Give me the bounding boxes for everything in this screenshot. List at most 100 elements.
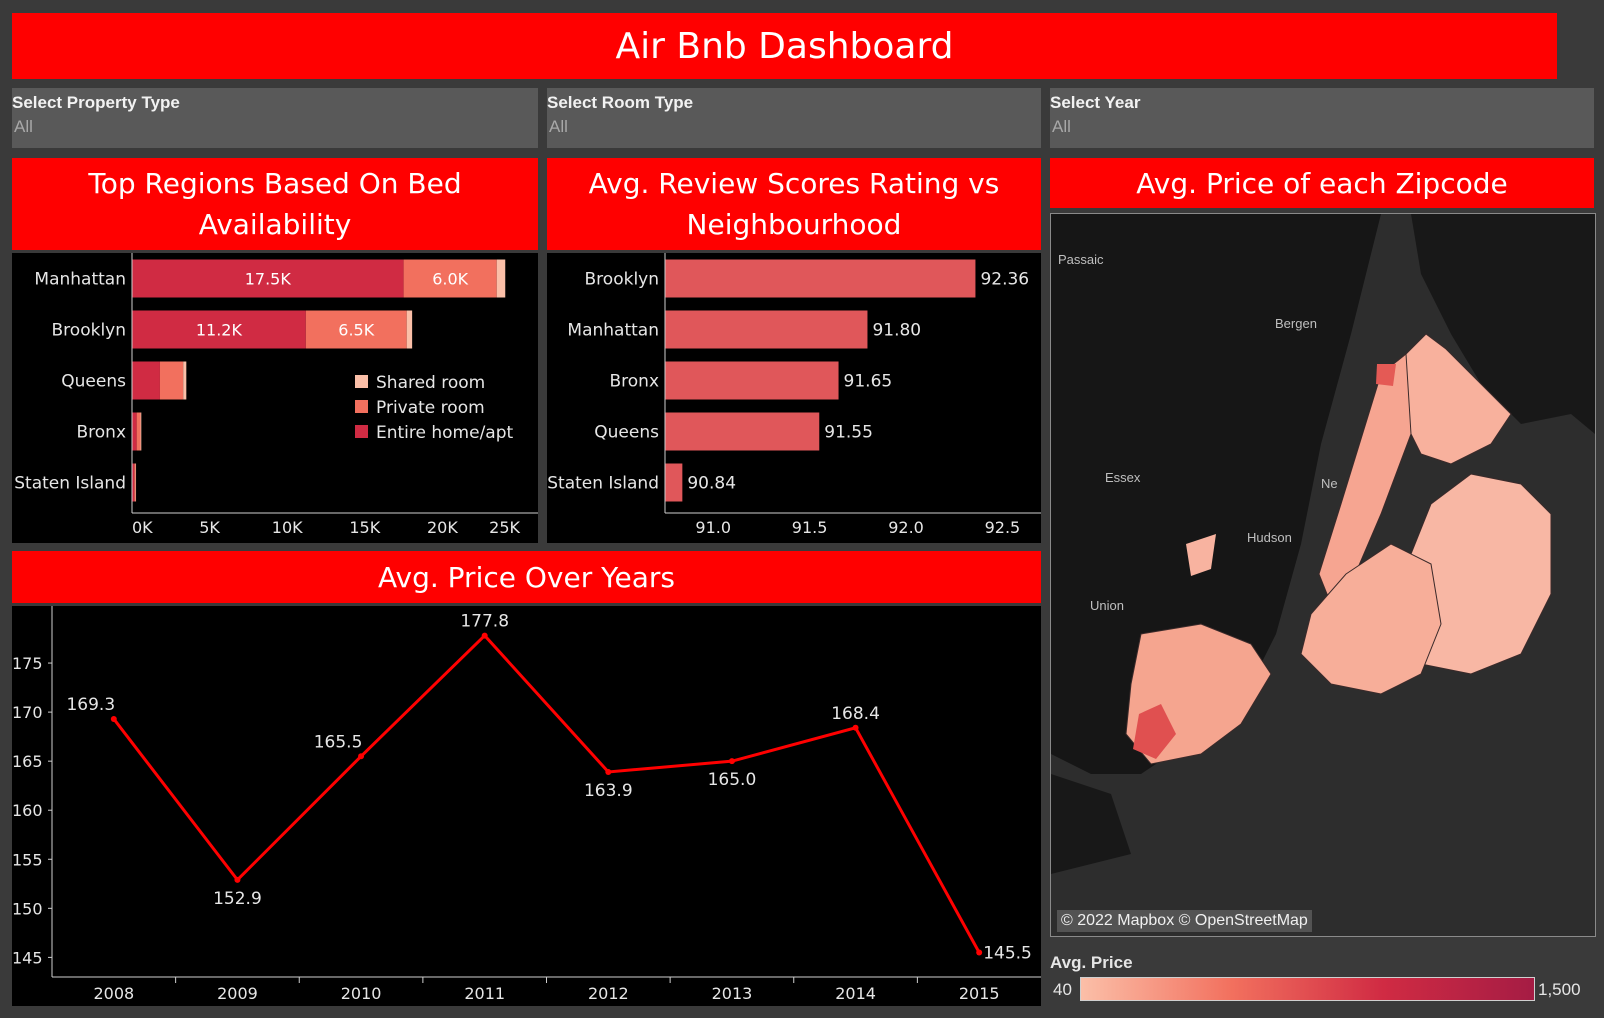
map-place-newark: Ne <box>1321 476 1338 491</box>
map-panel-title: Avg. Price of each Zipcode <box>1050 158 1594 208</box>
bar-segment <box>496 259 506 298</box>
bar-category-label: Staten Island <box>547 474 659 494</box>
filter-property-type[interactable]: Select Property Type All <box>12 88 538 148</box>
price-point <box>852 724 859 731</box>
x-tick-label: 2012 <box>588 984 629 1003</box>
price-data-label: 168.4 <box>831 704 880 724</box>
bar-segment <box>132 259 404 298</box>
bar-segment <box>132 463 135 502</box>
price-data-label: 152.9 <box>213 889 262 909</box>
legend-swatch <box>355 375 368 388</box>
bar-category-label: Staten Island <box>14 474 126 494</box>
legend-label: Private room <box>376 398 485 418</box>
bar-value-label: 91.55 <box>824 423 873 443</box>
price-data-label: 145.5 <box>983 943 1032 963</box>
legend-label: Shared room <box>376 373 485 393</box>
filter-property-type-value[interactable]: All <box>14 117 33 136</box>
filter-year-value[interactable]: All <box>1052 117 1071 136</box>
price-point <box>605 768 612 775</box>
bar-value-label: 92.36 <box>980 270 1029 290</box>
y-tick-label: 145 <box>12 948 43 967</box>
bar-segment <box>159 361 184 400</box>
bar-category-label: Queens <box>594 423 659 443</box>
bar-category-label: Manhattan <box>34 270 126 290</box>
price-point <box>976 949 983 956</box>
map-legend-min: 40 <box>1053 980 1072 999</box>
legend-swatch <box>355 425 368 438</box>
beds-panel-title: Top Regions Based On Bed Availability <box>12 158 538 250</box>
bar-segment <box>136 412 141 451</box>
y-tick-label: 150 <box>12 899 43 918</box>
map-place-hudson: Hudson <box>1247 530 1292 545</box>
y-tick-label: 175 <box>12 654 43 673</box>
bar-segment <box>132 361 160 400</box>
x-tick-label: 25K <box>489 518 520 537</box>
map-zip-high-bronx <box>1376 364 1396 386</box>
x-tick-label: 2015 <box>959 984 1000 1003</box>
bar-value-label: 91.80 <box>872 321 921 341</box>
price-point <box>110 715 117 722</box>
beds-title-line1: Top Regions Based On Bed <box>88 167 462 200</box>
x-tick-label: 2013 <box>712 984 753 1003</box>
price-point <box>234 876 241 883</box>
bar-segment <box>134 463 136 502</box>
bar-segment <box>132 310 306 349</box>
bar-segment <box>183 361 187 400</box>
price-point <box>481 632 488 639</box>
bar-data-label: 6.0K <box>432 270 468 289</box>
filter-room-type-value[interactable]: All <box>549 117 568 136</box>
map-zip-nj <box>1186 534 1216 576</box>
bar-data-label: 11.2K <box>196 321 243 340</box>
years-panel-title: Avg. Price Over Years <box>12 551 1041 603</box>
review-panel-title: Avg. Review Scores Rating vs Neighbourho… <box>547 158 1041 250</box>
review-bar <box>665 361 839 400</box>
x-tick-label: 5K <box>199 518 220 537</box>
years-chart-panel: 145 150 155 160 165 170 175 2008 2009 2010 2011 201… <box>12 606 1041 1006</box>
legend-swatch <box>355 400 368 413</box>
price-data-label: 165.5 <box>314 732 363 752</box>
filter-room-type-label: Select Room Type <box>547 93 694 112</box>
map-land-westchester <box>1411 214 1595 434</box>
map-place-essex: Essex <box>1105 470 1141 485</box>
map-attribution[interactable]: © 2022 Mapbox © OpenStreetMap <box>1057 910 1312 932</box>
zipcode-map[interactable]: Passaic Bergen Essex Hudson Union Ne © 2… <box>1050 213 1596 937</box>
bar-category-label: Brooklyn <box>585 270 659 290</box>
bar-category-label: Queens <box>61 372 126 392</box>
beds-title-line2: Availability <box>198 208 352 241</box>
years-chart: 145 150 155 160 165 170 175 2008 2009 2010 2011 201… <box>12 606 1041 1003</box>
bar-segment <box>132 412 137 451</box>
y-tick-label: 170 <box>12 703 43 722</box>
map-legend-gradient <box>1080 977 1535 1001</box>
map-brooklyn <box>1300 543 1442 695</box>
map-zip-high-si <box>1133 704 1176 759</box>
map-legend-max: 1,500 <box>1538 980 1581 999</box>
filter-year[interactable]: Select Year All <box>1050 88 1594 148</box>
dashboard-title: Air Bnb Dashboard <box>12 13 1557 79</box>
filter-year-label: Select Year <box>1050 93 1141 112</box>
map-land-nj <box>1051 214 1381 774</box>
price-data-label: 165.0 <box>708 770 757 790</box>
map-place-passaic: Passaic <box>1058 252 1104 267</box>
y-tick-label: 155 <box>12 850 43 869</box>
y-tick-label: 165 <box>12 752 43 771</box>
price-data-label: 169.3 <box>66 695 115 715</box>
bar-category-label: Brooklyn <box>52 321 126 341</box>
review-title-line1: Avg. Review Scores Rating vs <box>588 167 1000 200</box>
x-tick-label: 92.5 <box>985 518 1021 537</box>
x-tick-label: 2010 <box>341 984 382 1003</box>
bar-category-label: Bronx <box>76 423 126 443</box>
bar-value-label: 91.65 <box>844 372 893 392</box>
x-tick-label: 2008 <box>93 984 134 1003</box>
x-tick-label: 91.5 <box>792 518 828 537</box>
filter-room-type[interactable]: Select Room Type All <box>547 88 1041 148</box>
map-legend-title: Avg. Price <box>1050 953 1133 972</box>
map-land-sw <box>1051 774 1131 874</box>
map-canvas <box>1051 214 1595 936</box>
review-bar <box>665 463 683 502</box>
bar-value-label: 90.84 <box>687 474 736 494</box>
map-place-union: Union <box>1090 598 1124 613</box>
price-point <box>358 753 365 760</box>
map-bronx <box>1405 333 1512 465</box>
beds-chart-panel: Manhattan 17.5K 6.0K Brooklyn 11.2K 6.5K Queen… <box>12 253 538 543</box>
bar-category-label: Bronx <box>609 372 659 392</box>
